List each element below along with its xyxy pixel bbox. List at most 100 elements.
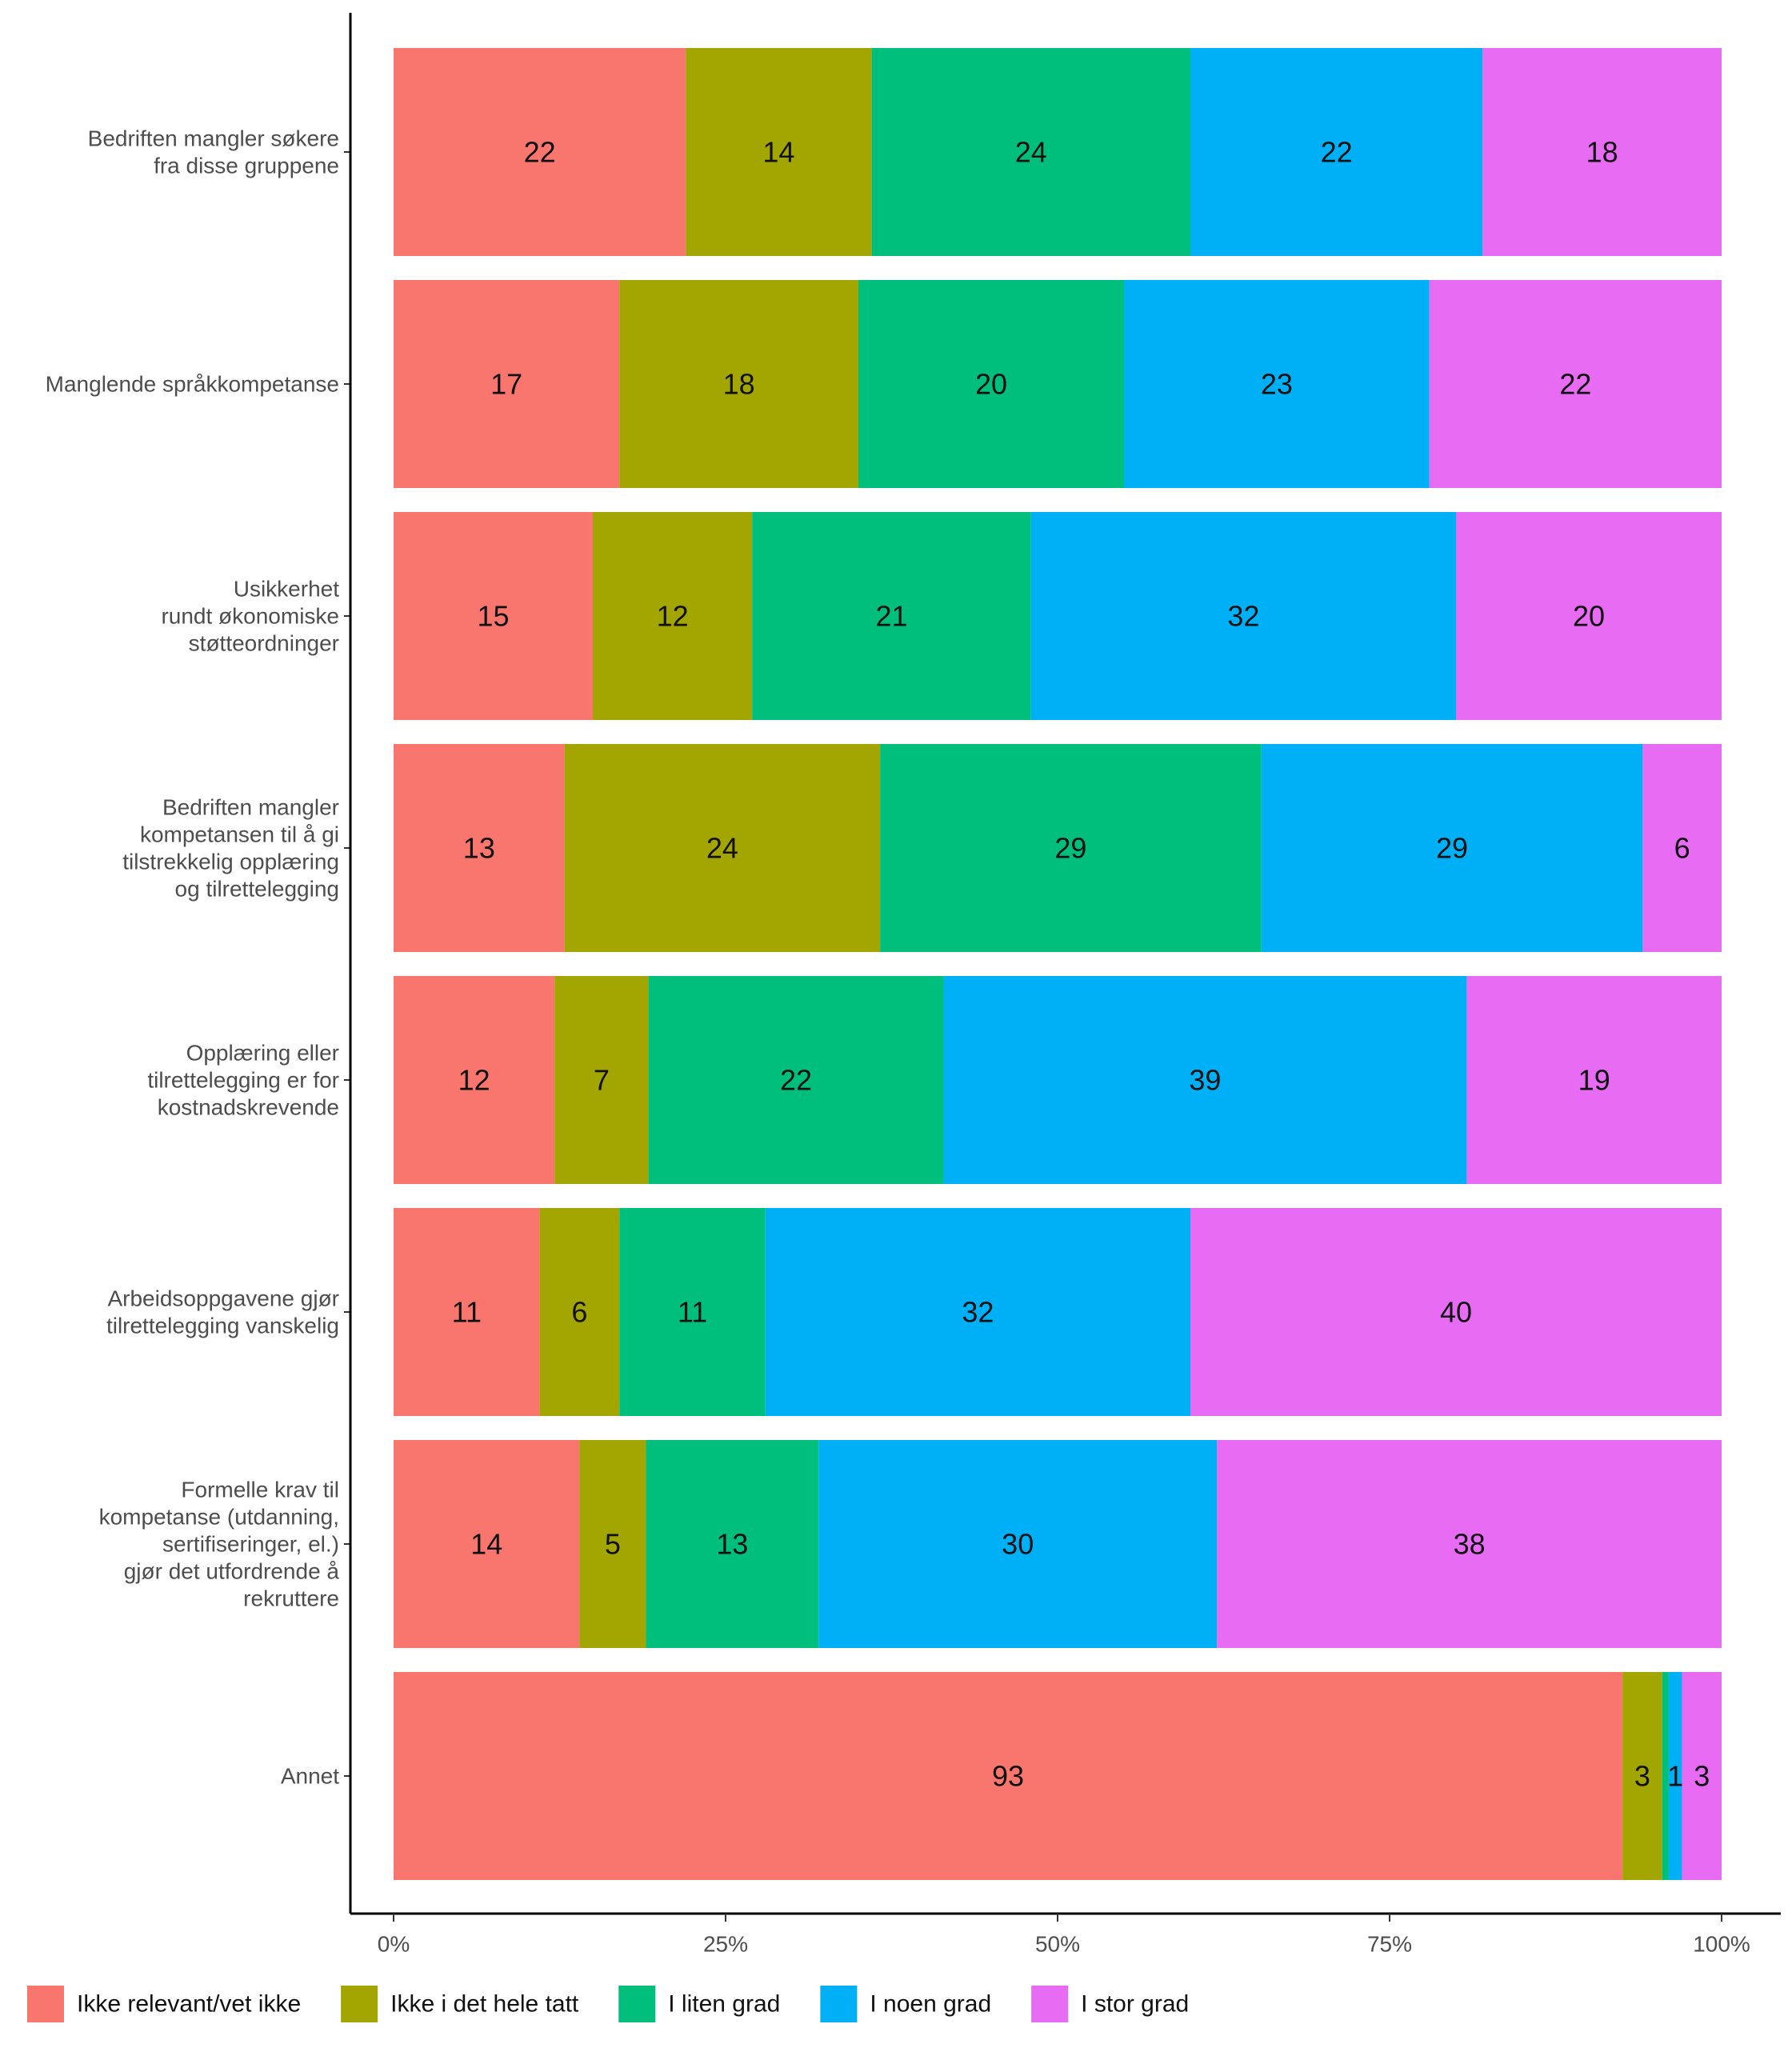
x-tick-label: 25%: [703, 1932, 748, 1957]
category-label-line: tilrettelegging vanskelig: [106, 1314, 339, 1338]
category-label: Arbeidsoppgavene gjør tilrettelegging van…: [106, 1286, 339, 1338]
value-label: 24: [706, 832, 738, 865]
value-label: 23: [1261, 368, 1293, 401]
bar-segment: [593, 512, 753, 720]
legend-item: Ikke i det hele tatt: [341, 1986, 579, 2022]
value-label: 12: [657, 600, 689, 633]
value-label: 38: [1454, 1528, 1486, 1561]
value-label: 39: [1189, 1064, 1221, 1097]
x-tick-label: 100%: [1693, 1932, 1750, 1957]
value-label: 6: [571, 1296, 587, 1329]
value-label: 30: [1002, 1528, 1034, 1561]
bar-segment: [579, 1440, 646, 1648]
value-label: 5: [605, 1528, 621, 1561]
bar-segment: [880, 744, 1262, 952]
bar-segment: [394, 512, 593, 720]
bar-segment: [394, 1440, 580, 1648]
legend-swatch: [27, 1986, 64, 2022]
bar-segment: [646, 1440, 819, 1648]
category-label-line: Bedriften mangler: [162, 795, 339, 820]
value-label: 29: [1436, 832, 1468, 865]
value-label: 20: [1573, 600, 1605, 633]
value-label: 13: [716, 1528, 748, 1561]
category-label: Bedriften mangler søkere fra disse gruppe…: [88, 126, 339, 178]
bar-segment: [1622, 1672, 1662, 1880]
bar-segment: [619, 280, 858, 488]
bar-segment: [554, 976, 649, 1184]
category-label-line: gjør det utfordrende å: [124, 1559, 340, 1584]
category-label-line: kostnadskrevende: [158, 1095, 339, 1120]
bar-segment: [648, 976, 944, 1184]
legend-item: I stor grad: [1031, 1986, 1189, 2022]
bar-segment: [686, 48, 872, 256]
bar-segment: [394, 976, 555, 1184]
bar-segment: [1682, 1672, 1722, 1880]
value-label: 19: [1578, 1064, 1610, 1097]
value-label: 22: [780, 1064, 812, 1097]
legend-label: Ikke relevant/vet ikke: [77, 1991, 301, 2018]
bar-segment: [1190, 48, 1483, 256]
bar-segment: [564, 744, 881, 952]
value-label: 20: [975, 368, 1007, 401]
category-label-line: støtteordninger: [189, 631, 339, 656]
category-label-line: tilrettelegging er for: [147, 1068, 339, 1093]
bar-segment: [394, 1672, 1623, 1880]
bar-segment: [752, 512, 1031, 720]
category-label-line: kompetanse (utdanning,: [99, 1505, 339, 1530]
category-label-line: rekruttere: [243, 1586, 339, 1611]
value-label: 93: [992, 1760, 1024, 1793]
value-label: 32: [962, 1296, 994, 1329]
bar-segment: [1668, 1672, 1682, 1880]
legend-item: I liten grad: [618, 1986, 780, 2022]
category-label: Annet: [281, 1764, 339, 1789]
bar-segment: [539, 1208, 620, 1416]
value-label: 18: [723, 368, 755, 401]
legend-swatch: [618, 1986, 656, 2022]
bar-segment: [1190, 1208, 1722, 1416]
value-label: 32: [1227, 600, 1259, 633]
bar-segment: [1030, 512, 1456, 720]
x-axis: 0% 25% 50% 75% 100%: [350, 1912, 1781, 1957]
category-label-line: fra disse gruppene: [154, 154, 339, 178]
value-label: 17: [490, 368, 522, 401]
value-label: 15: [477, 600, 509, 633]
x-tick-label: 50%: [1035, 1932, 1080, 1957]
bar-segment: [1124, 280, 1430, 488]
category-label-line: sertifiseringer, el.): [162, 1532, 339, 1557]
bar-segment: [394, 1208, 540, 1416]
value-label: 1: [1667, 1760, 1683, 1793]
bar-segment: [1456, 512, 1722, 720]
value-label: 24: [1015, 136, 1047, 169]
bar-segment: [1429, 280, 1722, 488]
value-label: 3: [1634, 1760, 1650, 1793]
legend-label: Ikke i det hele tatt: [390, 1991, 579, 2018]
bar-segment: [1642, 744, 1722, 952]
category-label-line: rundt økonomiske: [161, 604, 339, 629]
value-label: 7: [594, 1064, 610, 1097]
category-label-line: Manglende språkkompetanse: [46, 372, 339, 397]
value-label: 6: [1674, 832, 1690, 865]
legend: Ikke relevant/vet ikke Ikke i det hele ta…: [27, 1986, 1189, 2022]
value-label: 22: [1559, 368, 1591, 401]
bar-segment: [394, 48, 686, 256]
value-label: 14: [470, 1528, 502, 1561]
legend-label: I liten grad: [668, 1991, 780, 2018]
value-label: 14: [762, 136, 794, 169]
legend-swatch: [341, 1986, 378, 2022]
y-axis: Bedriften mangler søkere fra disse gruppe…: [46, 13, 352, 1914]
category-label-line: Bedriften mangler søkere: [88, 126, 339, 151]
value-label: 12: [458, 1064, 490, 1097]
bar-segment: [394, 744, 565, 952]
x-tick-label: 0%: [378, 1932, 410, 1957]
value-label: 21: [875, 600, 907, 633]
bar-segment: [1466, 976, 1722, 1184]
value-label: 22: [524, 136, 556, 169]
bar-segment: [394, 280, 620, 488]
legend-item: I noen grad: [820, 1986, 991, 2022]
value-label: 11: [678, 1296, 707, 1329]
category-label-line: og tilrettelegging: [175, 877, 339, 902]
